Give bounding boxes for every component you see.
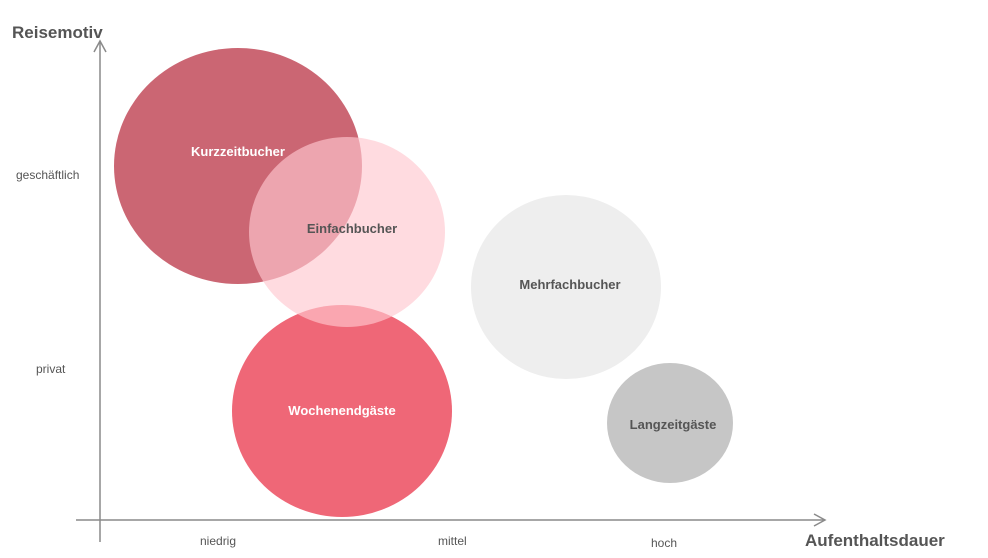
x-tick-label-hoch: hoch: [651, 536, 677, 550]
axes: [76, 39, 827, 542]
bubble-label-einfachbucher: Einfachbucher: [307, 221, 397, 236]
x-axis-arrow: [813, 513, 827, 527]
y-tick-label-privat: privat: [36, 362, 66, 376]
y-tick-label-geschaeftlich: geschäftlich: [16, 168, 79, 182]
bubble-mehrfachbucher: [471, 195, 661, 379]
bubble-wochenendgaeste: [232, 305, 452, 517]
bubble-label-wochenendgaeste: Wochenendgäste: [288, 403, 395, 418]
x-tick-label-mittel: mittel: [438, 534, 467, 548]
bubbles: Kurzzeitbucher Einfachbucher Mehrfachbuche…: [114, 48, 733, 517]
bubble-einfachbucher: [249, 137, 445, 327]
bubble-langzeitgaeste: [607, 363, 733, 483]
bubble-label-langzeitgaeste: Langzeitgäste: [630, 417, 717, 432]
y-axis-arrow: [93, 39, 107, 53]
x-tick-label-niedrig: niedrig: [200, 534, 236, 548]
bubble-label-mehrfachbucher: Mehrfachbucher: [519, 277, 620, 292]
y-axis-title: Reisemotiv: [12, 23, 103, 42]
x-axis-title: Aufenthaltsdauer: [805, 531, 945, 550]
bubble-label-kurzzeitbucher: Kurzzeitbucher: [191, 144, 285, 159]
